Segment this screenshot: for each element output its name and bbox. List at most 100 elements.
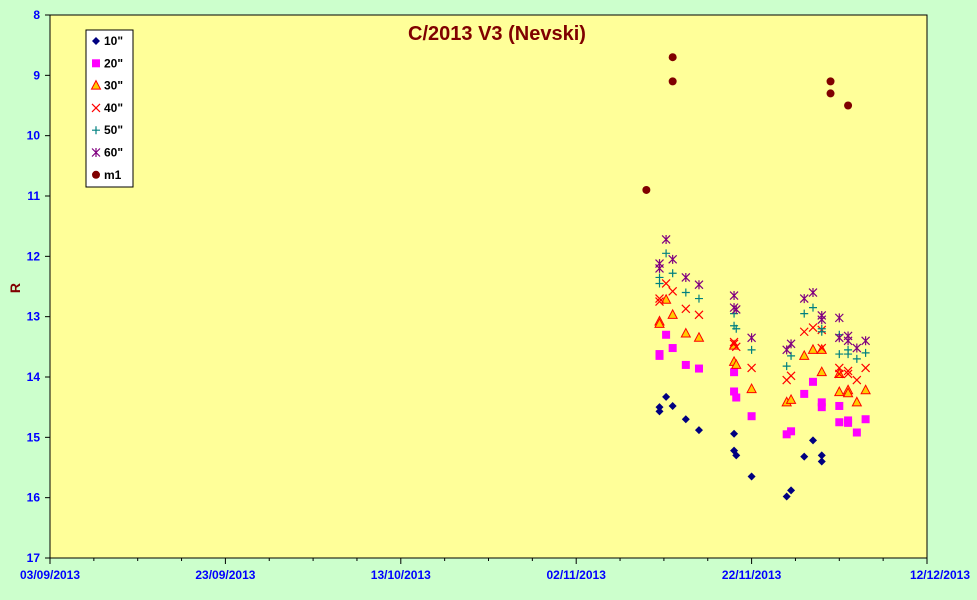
legend-marker [91,103,101,113]
legend-box [85,29,134,188]
legend-entry-label: 10" [104,34,123,48]
data-point [835,418,844,427]
data-point [730,358,742,369]
data-point [816,343,828,354]
legend: 10" 20" 30" 40" 50" 60" m1 [85,29,134,188]
data-point [817,343,827,353]
data-point [655,407,664,416]
data-point [860,384,871,395]
data-point [661,279,671,288]
y-tick-label: 14 [27,370,41,384]
y-axis-label: R [7,283,23,293]
data-point [799,294,809,304]
data-point [817,315,827,325]
data-point [660,293,672,304]
data-point [800,452,809,461]
data-point [730,387,739,396]
data-point [834,313,844,323]
data-point [799,327,809,337]
data-point [680,327,692,338]
legend-entry-label: 30" [104,79,123,93]
x-tick-label: 03/09/2013 [20,568,80,582]
data-point [834,369,844,379]
data-point [817,327,826,336]
legend-marker [92,37,100,45]
data-point [851,396,863,407]
data-point [843,369,853,379]
data-point [681,304,691,314]
y-axis: 8 9 10 11 12 13 14 15 16 17 [27,8,50,565]
data-point [668,77,677,86]
y-tick-label: 13 [27,310,41,324]
data-point [747,472,756,481]
data-point [861,336,871,346]
data-point [730,368,739,377]
data-point [835,401,844,410]
data-point [668,401,677,410]
data-point [668,344,677,353]
data-point [668,269,677,278]
data-point [729,337,739,347]
chart-title: C/2013 V3 (Nevski) [408,23,586,45]
data-point [681,415,690,424]
data-point [731,304,741,314]
y-tick-label: 11 [27,189,40,203]
data-point [662,392,671,401]
legend-entry-label: 40" [104,101,123,115]
legend-marker [90,79,102,90]
data-point [808,303,817,312]
data-point [655,279,664,288]
data-point [746,382,757,394]
data-point [747,412,756,421]
data-point [844,418,853,427]
data-point [694,280,704,290]
data-point [642,185,651,194]
data-point [787,486,796,495]
data-point [786,371,796,381]
legend-entry-label: 50" [104,123,123,137]
legend-entry-label: 60" [104,146,123,160]
data-point [852,343,862,353]
data-point [834,333,844,343]
data-point [668,53,677,62]
data-point [786,339,796,349]
data-point [808,377,817,386]
data-point [655,297,664,307]
data-point [782,430,791,439]
data-point [729,291,739,301]
data-point [800,389,809,398]
data-point [694,364,703,373]
data-point [808,436,817,445]
data-point [654,317,665,328]
data-point [655,351,664,360]
legend-marker [92,59,100,68]
legend-entry-label: 20" [104,56,123,70]
data-point [694,310,704,320]
data-point [694,426,703,435]
data-point [655,294,664,303]
y-tick-label: 17 [27,551,41,565]
y-tick-label: 9 [33,68,40,82]
x-tick-label: 23/09/2013 [195,568,255,582]
data-point [782,492,791,501]
data-point [833,386,845,397]
data-point [662,330,671,339]
data-point [732,451,741,460]
data-point [835,350,844,359]
x-axis: 03/09/2013 23/09/2013 13/10/2013 02/11/2013… [20,558,970,582]
data-point [747,333,757,343]
data-point [808,288,818,298]
data-point [747,363,757,373]
data-point [655,263,664,273]
y-tick-label: 15 [27,430,41,444]
x-tick-label: 13/10/2013 [371,568,431,582]
data-point [852,428,861,437]
data-point [844,350,853,359]
data-point [732,393,741,402]
y-tick-label: 10 [27,129,41,143]
data-point [693,331,705,342]
data-point [852,354,861,363]
data-point [808,323,818,332]
data-point [731,342,741,352]
